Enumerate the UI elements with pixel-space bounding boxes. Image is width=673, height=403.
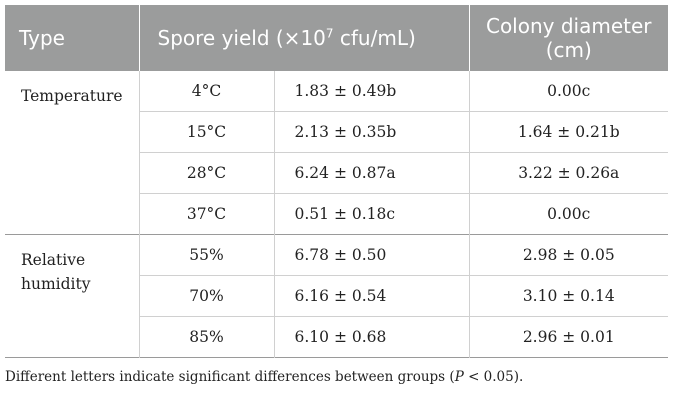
header-row: Type Spore yield (×107 cfu/mL) Colony di…: [5, 5, 668, 71]
table-row: Relative humidity 55% 6.78 ± 0.50 2.98 ±…: [5, 234, 668, 293]
spore-yield-cell: 6.16 ± 0.54: [273, 275, 469, 317]
condition-cell: 4°C: [138, 71, 274, 112]
condition-cell: 85%: [138, 316, 274, 358]
table-row: Temperature 4°C 1.83 ± 0.49b 0.00c: [5, 71, 668, 112]
colony-diameter-cell: 2.96 ± 0.01: [468, 316, 668, 358]
table-row: 70% 6.16 ± 0.54 3.10 ± 0.14: [5, 275, 668, 317]
spore-yield-cell: 2.13 ± 0.35b: [273, 111, 469, 153]
header-spore-yield: Spore yield (×107 cfu/mL): [138, 5, 469, 71]
spore-yield-cell: 6.24 ± 0.87a: [273, 152, 469, 194]
condition-cell: 55%: [138, 234, 274, 276]
group-label-temperature: Temperature: [21, 87, 123, 105]
colony-diameter-cell: 3.10 ± 0.14: [468, 275, 668, 317]
header-type: Type: [19, 26, 65, 50]
colony-diameter-cell: 1.64 ± 0.21b: [468, 111, 668, 153]
colony-diameter-cell: 0.00c: [468, 71, 668, 112]
data-table-container: Type Spore yield (×107 cfu/mL) Colony di…: [5, 5, 668, 358]
colony-diameter-cell: 3.22 ± 0.26a: [468, 152, 668, 194]
spore-yield-cell: 0.51 ± 0.18c: [273, 193, 469, 235]
group-label-relative-humidity: Relative humidity: [21, 251, 91, 293]
condition-cell: 37°C: [138, 193, 274, 235]
condition-cell: 15°C: [138, 111, 274, 153]
table-row: 85% 6.10 ± 0.68 2.96 ± 0.01: [5, 316, 668, 358]
table-row: 15°C 2.13 ± 0.35b 1.64 ± 0.21b: [5, 111, 668, 153]
header-colony-diameter: Colony diameter (cm): [468, 5, 668, 71]
colony-diameter-cell: 0.00c: [468, 193, 668, 235]
table-row: 37°C 0.51 ± 0.18c 0.00c: [5, 193, 668, 235]
table-row: 28°C 6.24 ± 0.87a 3.22 ± 0.26a: [5, 152, 668, 194]
results-table: Type Spore yield (×107 cfu/mL) Colony di…: [5, 5, 668, 358]
spore-yield-cell: 1.83 ± 0.49b: [273, 71, 469, 112]
condition-cell: 28°C: [138, 152, 274, 194]
condition-cell: 70%: [138, 275, 274, 317]
spore-yield-cell: 6.78 ± 0.50: [273, 234, 469, 276]
spore-yield-cell: 6.10 ± 0.68: [273, 316, 469, 358]
table-footnote: Different letters indicate significant d…: [5, 369, 524, 385]
colony-diameter-cell: 2.98 ± 0.05: [468, 234, 668, 276]
